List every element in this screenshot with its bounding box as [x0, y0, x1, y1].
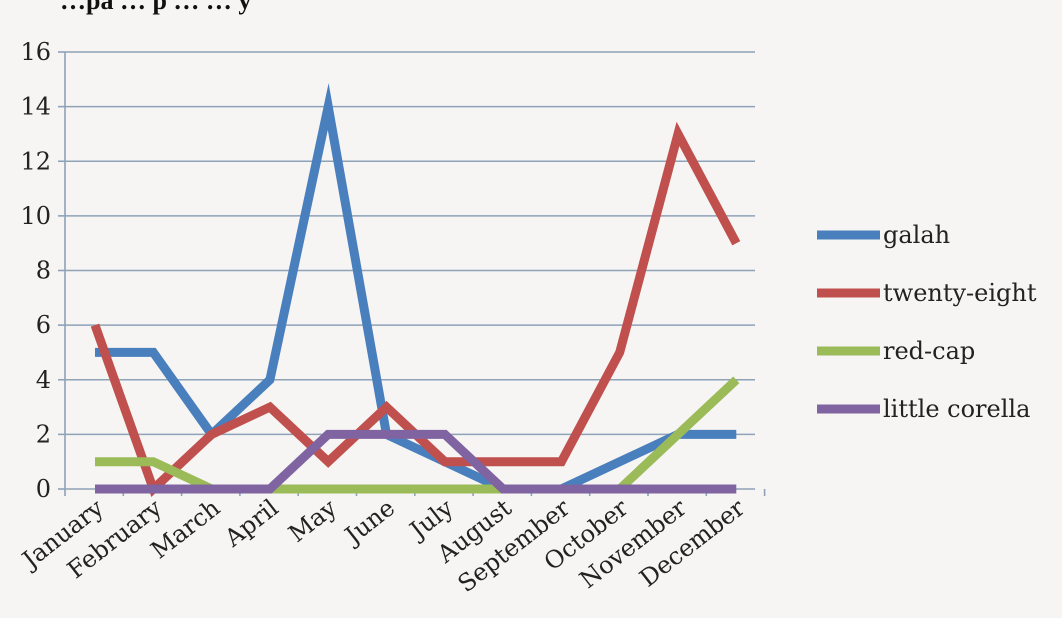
legend-label: red-cap — [883, 337, 975, 365]
y-tick-label: 10 — [20, 202, 51, 230]
y-tick-label: 8 — [36, 257, 51, 285]
series-line — [95, 83, 737, 494]
series-line — [95, 429, 737, 494]
y-tick-label: 2 — [36, 420, 51, 448]
y-axis-tick-labels: 0 2 4 6 8 10 12 14 16 — [20, 38, 51, 503]
x-tick-label: May — [283, 493, 342, 548]
y-tick-label: 6 — [36, 311, 51, 339]
y-tick-label: 0 — [36, 475, 51, 503]
y-tick-label: 12 — [20, 147, 51, 175]
x-tick-label: April — [219, 494, 284, 553]
y-tick-label: 16 — [20, 38, 51, 66]
y-tick-label: 14 — [20, 93, 51, 121]
y-tick-label: 4 — [36, 366, 51, 394]
chart-title: …pa … p … … y — [60, 0, 252, 15]
legend-label: twenty-eight — [883, 279, 1037, 307]
legend-label: little corella — [883, 395, 1030, 423]
series-line — [95, 376, 740, 494]
series-lines — [90, 83, 741, 497]
x-tick-label: June — [337, 494, 400, 552]
legend-label: galah — [883, 221, 950, 249]
legend: galah twenty-eight red-cap little corella — [817, 221, 1037, 423]
